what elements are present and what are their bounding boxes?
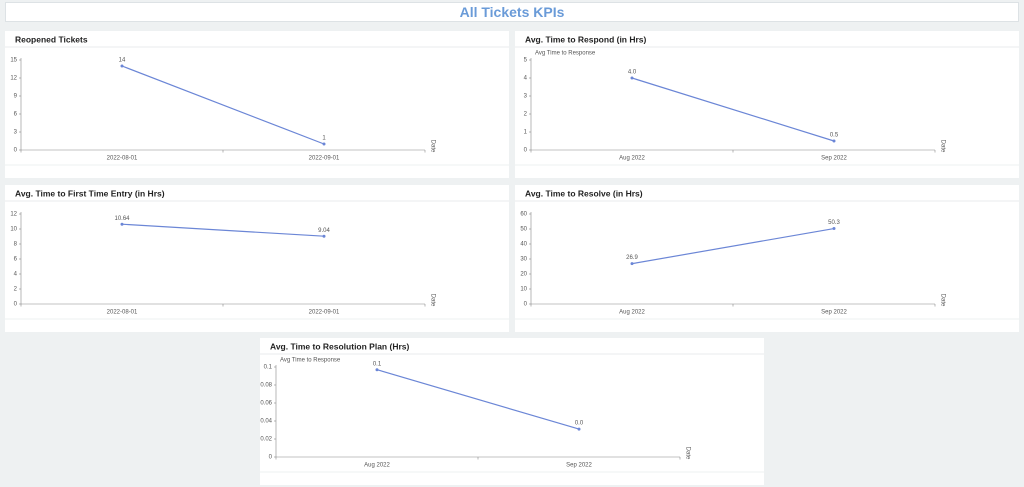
- y-tick-label: 30: [520, 257, 527, 263]
- y-tick-label: 60: [520, 212, 527, 218]
- y-tick-label: 12: [10, 212, 17, 218]
- x-tick-label: Sep 2022: [821, 310, 847, 316]
- y-tick-label: 0: [14, 302, 18, 308]
- value-label: 26.9: [626, 255, 638, 261]
- point: [120, 64, 124, 68]
- value-label: 0.5: [830, 133, 839, 139]
- point: [120, 222, 124, 226]
- y-tick-label: 9: [14, 94, 18, 100]
- point: [375, 368, 379, 372]
- point: [832, 227, 836, 231]
- y-tick-label: 12: [10, 76, 17, 82]
- y-tick-label: 10: [10, 227, 17, 233]
- value-label: 50.3: [828, 220, 840, 226]
- y-tick-label: 0.08: [260, 383, 272, 389]
- chart-panel: Avg. Time to First Time Entry (in Hrs) 0 2…: [5, 185, 509, 332]
- y-tick-label: 10: [520, 287, 527, 293]
- x-tick-label: 2022-08-01: [107, 156, 138, 162]
- point: [577, 427, 581, 431]
- chart-panel: Avg. Time to Resolution Plan (Hrs) Avg Ti…: [260, 338, 764, 485]
- value-label: 14: [119, 58, 126, 64]
- chart-subtitle: Avg Time to Response: [535, 51, 596, 57]
- x-tick-label: Aug 2022: [619, 156, 645, 162]
- x-axis-label: Date: [939, 294, 945, 307]
- value-label: 0.0: [575, 421, 584, 427]
- y-tick-label: 3: [524, 94, 528, 100]
- x-tick-label: Aug 2022: [364, 463, 390, 469]
- y-tick-label: 3: [14, 130, 18, 136]
- x-axis-label: Date: [684, 447, 690, 460]
- y-tick-label: 8: [14, 242, 18, 248]
- x-tick-label: Sep 2022: [566, 463, 592, 469]
- value-label: 10.64: [114, 216, 130, 222]
- y-tick-label: 0: [269, 455, 273, 461]
- x-tick-label: Sep 2022: [821, 156, 847, 162]
- line: [376, 369, 580, 430]
- y-tick-label: 5: [524, 58, 528, 64]
- y-tick-label: 0: [524, 302, 528, 308]
- chart-title: Avg. Time to First Time Entry (in Hrs): [15, 188, 165, 198]
- y-tick-label: 1: [524, 130, 528, 136]
- line: [631, 227, 835, 265]
- y-tick-label: 2: [524, 112, 528, 118]
- value-label: 1: [322, 136, 326, 142]
- value-label: 0.1: [373, 361, 382, 367]
- y-tick-label: 6: [14, 112, 18, 118]
- chart-subtitle: Avg Time to Response: [280, 358, 341, 364]
- value-label: 4.0: [628, 70, 637, 76]
- y-tick-label: 2: [14, 287, 18, 293]
- y-tick-label: 0.06: [260, 401, 272, 407]
- y-tick-label: 4: [14, 272, 18, 278]
- point: [630, 76, 634, 80]
- point: [832, 139, 836, 143]
- x-tick-label: 2022-09-01: [309, 310, 340, 316]
- line: [121, 65, 325, 145]
- y-tick-label: 0.1: [264, 365, 273, 371]
- header: All Tickets KPIs: [5, 2, 1019, 22]
- chart-panel: Reopened Tickets 0 3 6 9 12 15 Date 2022-08-01 20…: [5, 31, 509, 178]
- chart-title: Avg. Time to Resolve (in Hrs): [525, 188, 643, 198]
- y-tick-label: 40: [520, 242, 527, 248]
- x-axis-label: Date: [429, 140, 435, 153]
- y-tick-label: 0.04: [260, 419, 272, 425]
- chart-title: Avg. Time to Resolution Plan (Hrs): [270, 341, 409, 351]
- x-tick-label: Aug 2022: [619, 310, 645, 316]
- page-title: All Tickets KPIs: [459, 4, 565, 20]
- chart-panel: Avg. Time to Respond (in Hrs) Avg Time to…: [515, 31, 1019, 178]
- y-tick-label: 20: [520, 272, 527, 278]
- x-tick-label: 2022-08-01: [107, 310, 138, 316]
- point: [630, 262, 634, 266]
- x-axis-label: Date: [939, 140, 945, 153]
- point: [322, 142, 326, 146]
- x-axis-label: Date: [429, 294, 435, 307]
- chart-title: Reopened Tickets: [15, 34, 88, 44]
- chart-title: Avg. Time to Respond (in Hrs): [525, 34, 647, 44]
- value-label: 9.04: [318, 228, 330, 234]
- point: [322, 234, 326, 238]
- y-tick-label: 15: [10, 58, 17, 64]
- y-tick-label: 6: [14, 257, 18, 263]
- y-tick-label: 50: [520, 227, 527, 233]
- chart-panel: Avg. Time to Resolve (in Hrs) 0 10 20 30 40 50…: [515, 185, 1019, 332]
- y-tick-label: 0.02: [260, 437, 272, 443]
- y-tick-label: 0: [14, 148, 18, 154]
- line: [631, 77, 835, 142]
- y-tick-label: 0: [524, 148, 528, 154]
- line: [121, 223, 325, 237]
- y-tick-label: 4: [524, 76, 528, 82]
- x-tick-label: 2022-09-01: [309, 156, 340, 162]
